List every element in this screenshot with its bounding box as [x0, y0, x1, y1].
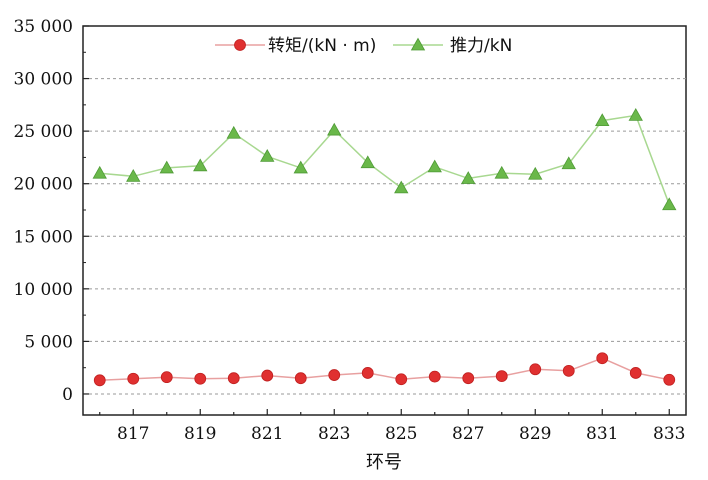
series-line: [99, 114, 671, 205]
data-point: [427, 159, 442, 173]
data-point: [260, 149, 275, 162]
data-point: [494, 165, 509, 179]
data-point: [394, 180, 409, 194]
y-tick-label: 5 000: [24, 332, 73, 352]
data-point: [293, 160, 308, 174]
plot-frame: [82, 25, 687, 416]
data-point: [461, 171, 476, 184]
data-point: [93, 374, 106, 387]
legend-marker: [234, 39, 246, 51]
gridlines: [83, 78, 686, 395]
series-group: [92, 108, 677, 387]
legend: 转矩/(kN · m) 推力/kN: [215, 36, 512, 56]
y-tick-label: 35 000: [14, 17, 73, 37]
legend-label: 推力/kN: [450, 36, 512, 56]
legend-label: 转矩/(kN · m): [268, 36, 376, 56]
data-point: [596, 352, 609, 365]
data-point: [226, 125, 241, 139]
data-point: [261, 369, 274, 382]
y-tick-label: 0: [62, 385, 73, 405]
data-point: [428, 370, 441, 383]
data-point: [294, 372, 307, 385]
data-point: [127, 372, 140, 385]
data-point: [663, 373, 676, 386]
legend-marker: [410, 37, 426, 51]
y-tick-label: 15 000: [14, 227, 73, 247]
x-tick-label: 827: [452, 424, 484, 444]
data-point: [495, 370, 508, 383]
data-point: [193, 158, 208, 172]
data-point: [629, 367, 642, 379]
x-tick-label: 825: [385, 424, 417, 444]
x-tick-label: 831: [586, 424, 618, 444]
data-point: [628, 108, 643, 121]
y-axis: 0 5 000 10 000 15 000 20 000 25 000 30 000 35 0…: [14, 17, 89, 405]
y-tick-label: 30 000: [14, 70, 73, 90]
y-tick-label: 10 000: [14, 280, 73, 300]
data-point: [194, 372, 207, 385]
x-tick-label: 823: [318, 424, 350, 444]
data-point: [395, 373, 408, 386]
data-point: [160, 371, 173, 384]
data-point: [227, 372, 240, 385]
data-point: [595, 113, 610, 127]
x-tick-label: 829: [519, 424, 551, 444]
data-point: [529, 363, 542, 376]
data-point: [562, 364, 575, 377]
x-tick-label: 821: [251, 424, 283, 444]
data-point: [462, 372, 475, 385]
data-point: [159, 160, 174, 174]
data-point: [528, 166, 543, 180]
data-point: [126, 169, 141, 182]
data-point: [92, 165, 107, 179]
x-tick-label: 833: [653, 424, 685, 444]
x-axis-title: 环号: [366, 452, 402, 473]
data-point: [361, 367, 374, 379]
data-point: [561, 156, 576, 170]
data-point: [360, 155, 375, 169]
y-tick-label: 25 000: [14, 122, 73, 142]
y-tick-label: 20 000: [14, 175, 73, 195]
data-point: [327, 122, 342, 136]
x-tick-label: 817: [117, 424, 149, 444]
x-tick-label: 819: [184, 424, 216, 444]
data-point: [662, 197, 677, 211]
data-point: [328, 369, 341, 381]
x-axis: 817 819 821 823 825 827 829 831 833: [99, 409, 685, 444]
